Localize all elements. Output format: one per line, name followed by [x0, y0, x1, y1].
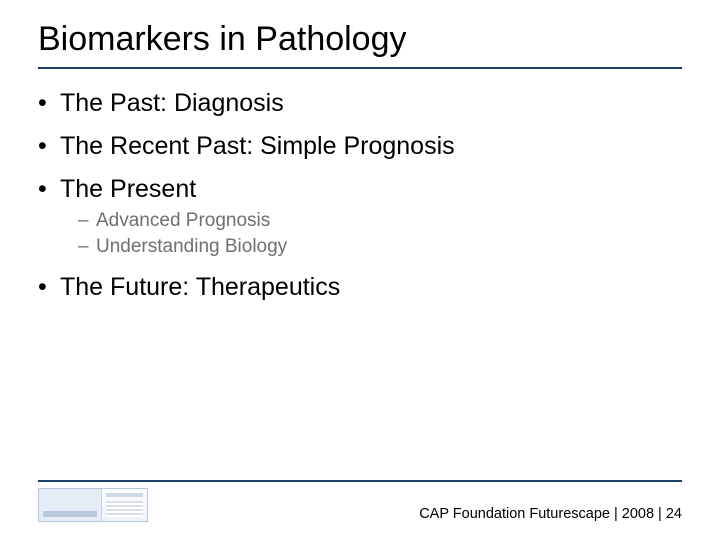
bullet-level1: The Present	[38, 175, 682, 204]
slide: Biomarkers in Pathology The Past: Diagno…	[0, 0, 720, 540]
bullet-level1: The Future: Therapeutics	[38, 273, 682, 302]
thumbnail-icon	[38, 488, 148, 522]
slide-content: The Past: Diagnosis The Recent Past: Simp…	[38, 89, 682, 302]
bullet-level2: Advanced Prognosis	[38, 209, 682, 233]
footer-text: CAP Foundation Futurescape | 2008 | 24	[419, 506, 682, 522]
bullet-level1: The Recent Past: Simple Prognosis	[38, 132, 682, 161]
footer-row: CAP Foundation Futurescape | 2008 | 24	[38, 488, 682, 522]
slide-title: Biomarkers in Pathology	[38, 20, 682, 65]
bullet-level1: The Past: Diagnosis	[38, 89, 682, 118]
bullet-level2: Understanding Biology	[38, 235, 682, 259]
footer: CAP Foundation Futurescape | 2008 | 24	[38, 480, 682, 522]
title-rule	[38, 67, 682, 69]
footer-rule	[38, 480, 682, 482]
